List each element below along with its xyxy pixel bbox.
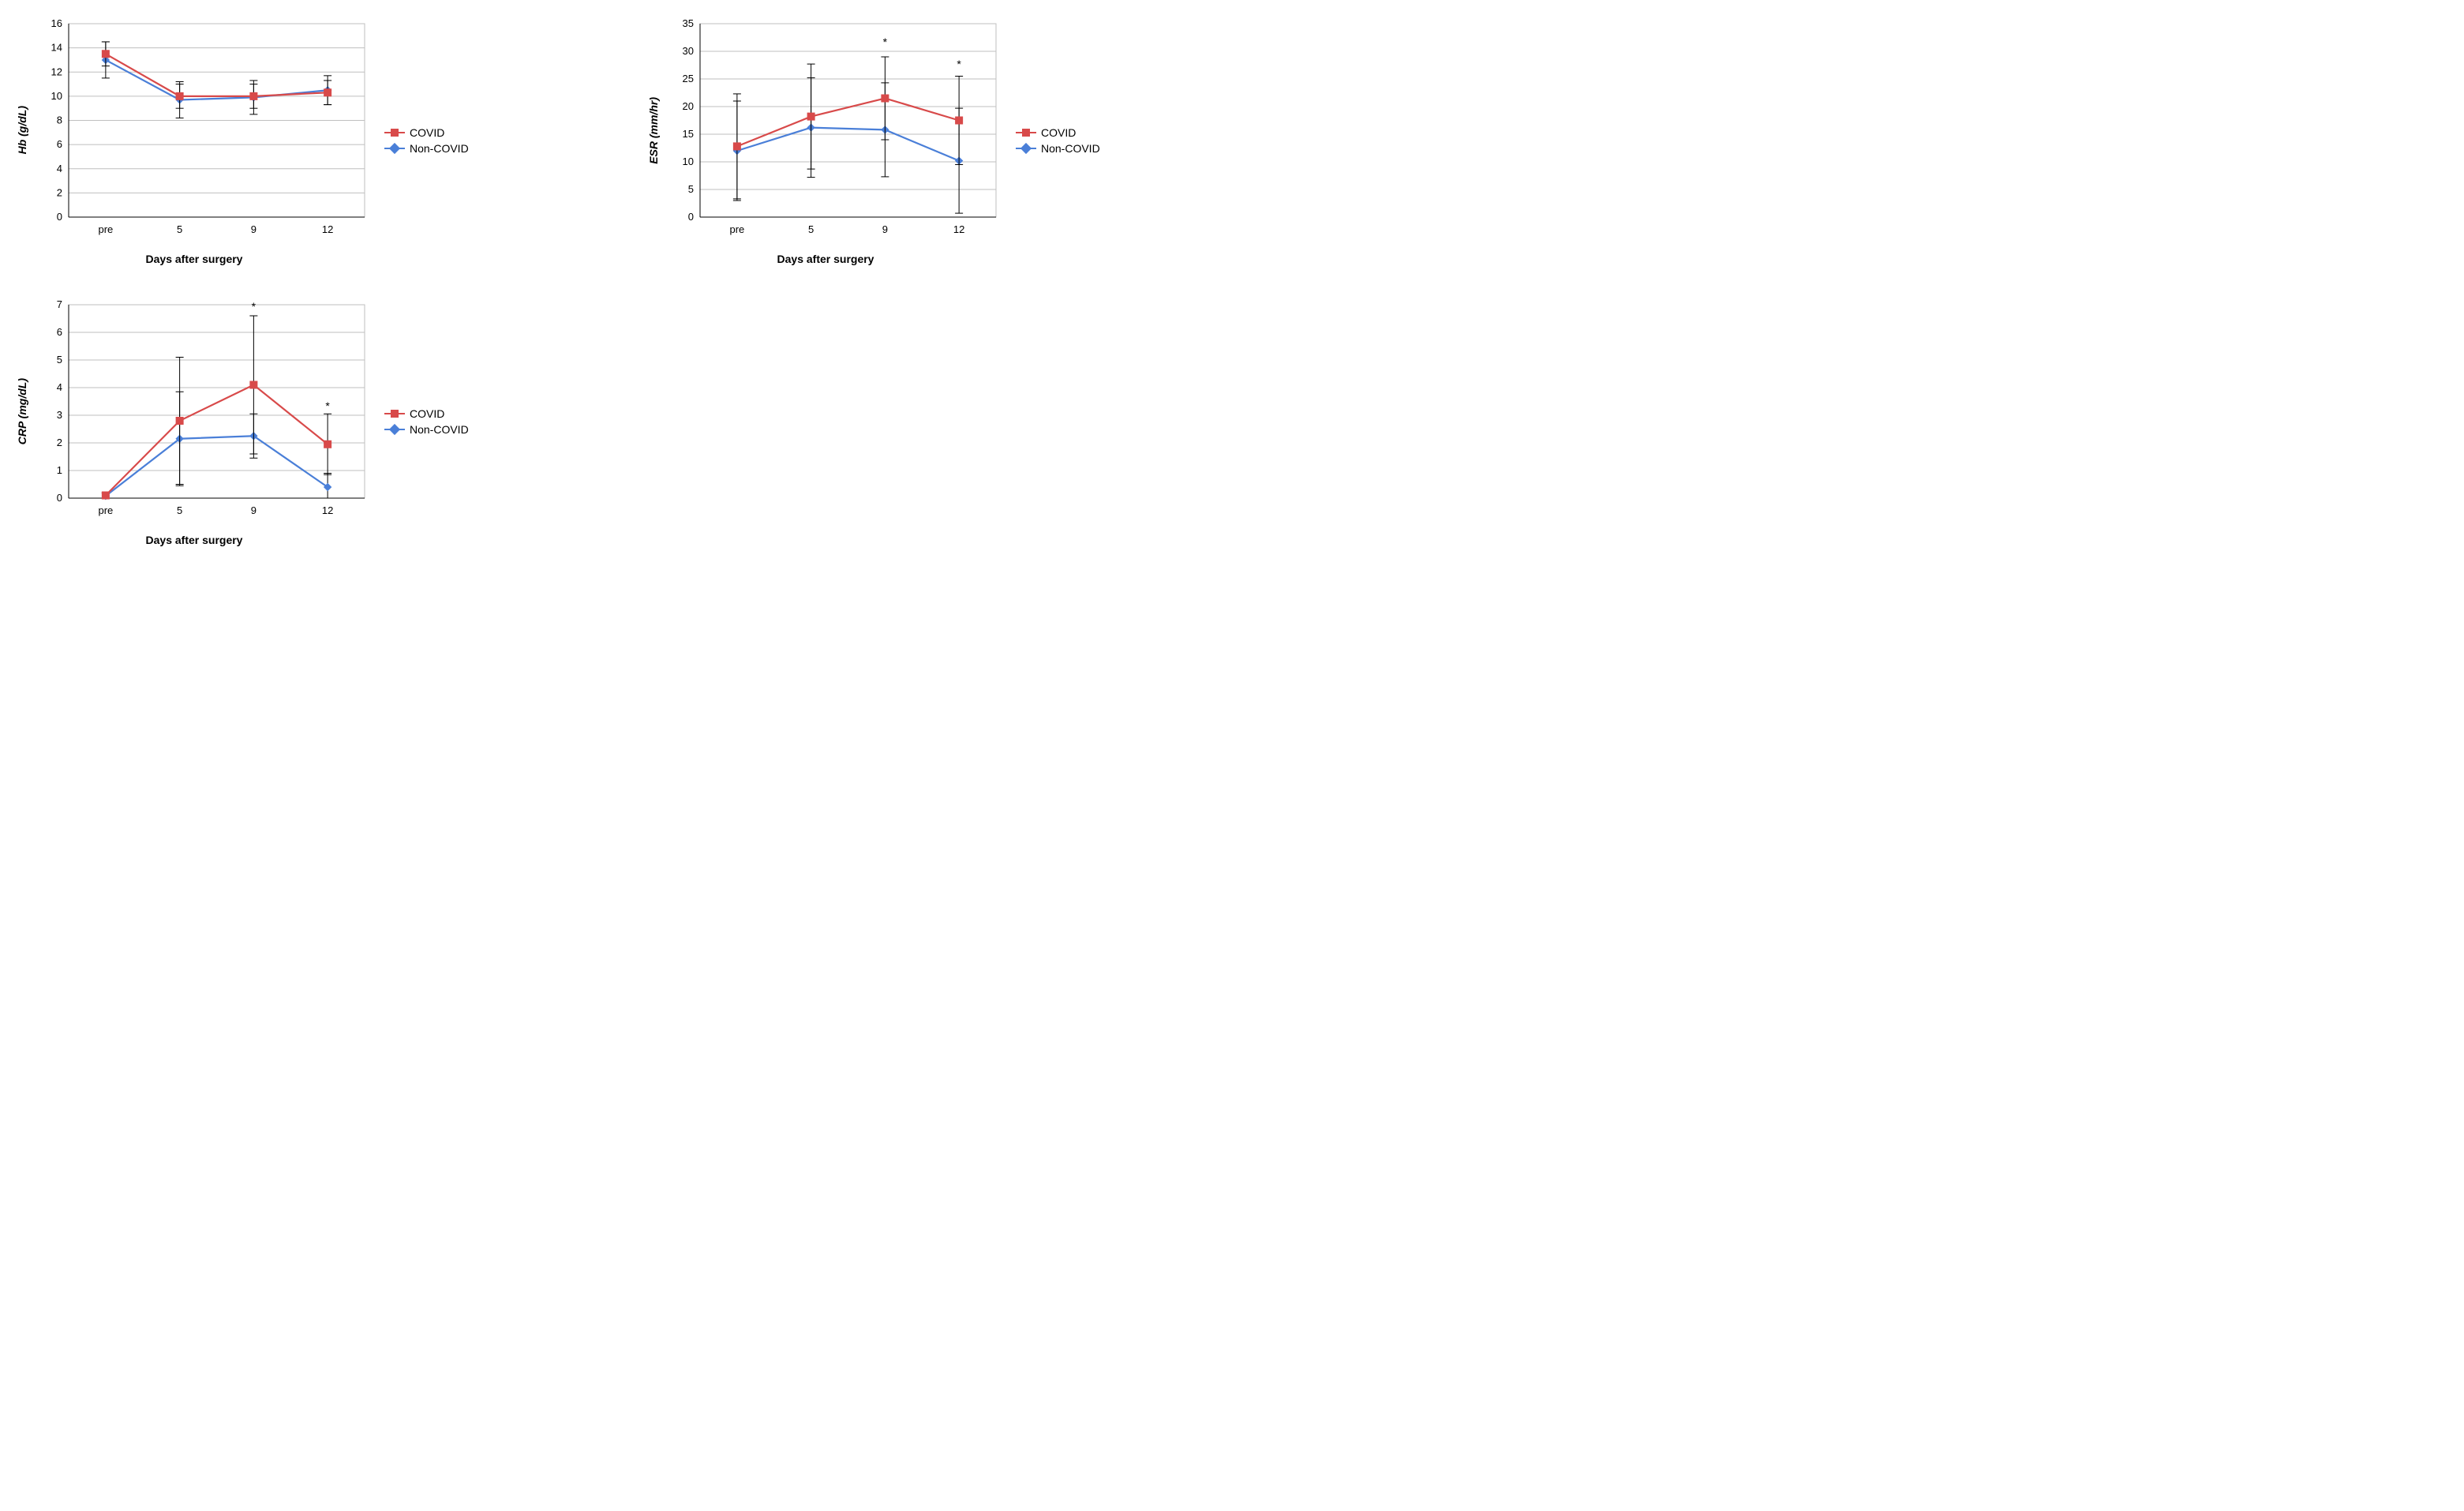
legend-label: COVID bbox=[410, 126, 444, 139]
svg-text:6: 6 bbox=[57, 326, 62, 338]
svg-text:14: 14 bbox=[51, 42, 62, 54]
legend-item-noncovid: Non-COVID bbox=[1016, 142, 1100, 155]
svg-text:30: 30 bbox=[683, 45, 694, 57]
svg-text:12: 12 bbox=[322, 223, 333, 235]
svg-text:25: 25 bbox=[683, 73, 694, 84]
legend-item-covid: COVID bbox=[384, 407, 469, 420]
legend: COVID Non-COVID bbox=[1016, 123, 1100, 158]
significance-marker: * bbox=[957, 58, 961, 70]
legend-label: Non-COVID bbox=[1041, 142, 1100, 155]
panel-esr: ESR (mm/hr) 0 5 10 15 20 25 30 35 pre 5 9 12 * * Days a… bbox=[647, 16, 1247, 265]
svg-text:1: 1 bbox=[57, 464, 62, 476]
chart-grid: Hb (g/dL)0246810121416pre5912Days after … bbox=[16, 16, 1247, 546]
svg-text:5: 5 bbox=[57, 354, 62, 366]
svg-text:0: 0 bbox=[57, 492, 62, 504]
svg-text:9: 9 bbox=[882, 223, 888, 235]
svg-text:6: 6 bbox=[57, 138, 62, 150]
legend: COVID Non-COVID bbox=[384, 404, 469, 439]
svg-text:5: 5 bbox=[177, 223, 182, 235]
significance-marker: * bbox=[325, 399, 330, 412]
x-axis-label: Days after surgery bbox=[777, 253, 874, 265]
panel-hb: Hb (g/dL) 0 2 4 6 8 10 12 14 16 pre 5 9 12 Days after … bbox=[16, 16, 616, 265]
chart-crp: 01234567pre5912** bbox=[33, 297, 373, 526]
x-axis-label: Days after surgery bbox=[146, 253, 243, 265]
x-axis-label: Days after surgery bbox=[146, 534, 243, 546]
y-axis-label: ESR (mm/hr) bbox=[647, 97, 660, 164]
significance-marker: * bbox=[252, 300, 257, 313]
significance-marker: * bbox=[883, 36, 888, 48]
svg-text:0: 0 bbox=[57, 211, 62, 223]
svg-text:2: 2 bbox=[57, 437, 62, 448]
svg-text:pre: pre bbox=[729, 223, 744, 235]
y-axis-label: Hb (g/dL) bbox=[16, 106, 28, 154]
svg-text:15: 15 bbox=[683, 128, 694, 140]
svg-text:0: 0 bbox=[688, 211, 694, 223]
svg-text:5: 5 bbox=[688, 183, 694, 195]
legend-item-noncovid: Non-COVID bbox=[384, 423, 469, 436]
svg-text:4: 4 bbox=[57, 163, 62, 174]
svg-text:pre: pre bbox=[98, 223, 113, 235]
legend-label: COVID bbox=[1041, 126, 1076, 139]
svg-text:10: 10 bbox=[51, 90, 62, 102]
svg-text:12: 12 bbox=[953, 223, 964, 235]
svg-text:pre: pre bbox=[98, 504, 113, 516]
legend-label: Non-COVID bbox=[410, 423, 469, 436]
legend-item-covid: COVID bbox=[384, 126, 469, 139]
svg-text:12: 12 bbox=[51, 66, 62, 77]
svg-text:7: 7 bbox=[57, 298, 62, 310]
svg-text:16: 16 bbox=[51, 17, 62, 29]
legend-item-covid: COVID bbox=[1016, 126, 1100, 139]
svg-text:9: 9 bbox=[251, 504, 257, 516]
svg-text:5: 5 bbox=[808, 223, 814, 235]
svg-text:3: 3 bbox=[57, 409, 62, 421]
svg-text:9: 9 bbox=[251, 223, 257, 235]
svg-text:20: 20 bbox=[683, 100, 694, 112]
svg-text:10: 10 bbox=[683, 156, 694, 167]
legend-item-noncovid: Non-COVID bbox=[384, 142, 469, 155]
svg-text:12: 12 bbox=[322, 504, 333, 516]
svg-text:5: 5 bbox=[177, 504, 182, 516]
svg-text:4: 4 bbox=[57, 381, 62, 393]
chart-hb: 0 2 4 6 8 10 12 14 16 pre 5 9 12 bbox=[33, 16, 373, 245]
chart-esr: 0 5 10 15 20 25 30 35 pre 5 9 12 * * bbox=[665, 16, 1004, 245]
legend: COVID Non-COVID bbox=[384, 123, 469, 158]
legend-label: COVID bbox=[410, 407, 444, 420]
panel-crp: CRP (mg/dL)01234567pre5912**Days after s… bbox=[16, 297, 616, 546]
y-axis-label: CRP (mg/dL) bbox=[16, 378, 28, 444]
svg-text:2: 2 bbox=[57, 186, 62, 198]
svg-text:8: 8 bbox=[57, 114, 62, 126]
legend-label: Non-COVID bbox=[410, 142, 469, 155]
svg-text:35: 35 bbox=[683, 17, 694, 29]
